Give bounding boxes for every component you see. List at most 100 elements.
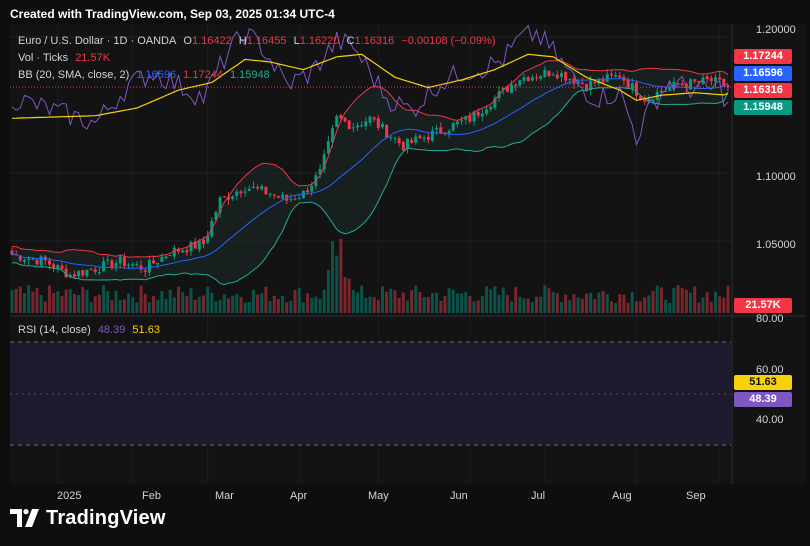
volume-bar — [580, 298, 584, 313]
volume-bar — [310, 297, 314, 313]
volume-bar — [43, 301, 47, 313]
candle-body — [605, 74, 609, 82]
candle-body — [468, 116, 472, 122]
volume-bar — [468, 296, 472, 313]
volume-bar — [60, 295, 64, 313]
volume-bar — [426, 296, 430, 313]
volume-bar — [526, 298, 530, 313]
candle-body — [672, 81, 676, 88]
candle-body — [614, 74, 618, 77]
volume-bar — [364, 298, 368, 313]
candle-body — [659, 90, 663, 93]
rsi-tag: 48.39 — [734, 392, 792, 407]
candle-body — [680, 83, 684, 86]
volume-bar — [143, 293, 147, 313]
volume-bar — [530, 302, 534, 313]
volume-bar — [451, 289, 455, 313]
price-tick-1-20000: 1.20000 — [756, 24, 796, 36]
candle-body — [77, 270, 81, 277]
candle-body — [539, 76, 543, 79]
top-bar: Created with TradingView.com, Sep 03, 20… — [0, 0, 810, 24]
symbol-legend[interactable]: Euro / U.S. Dollar · 1D · OANDA O1.16422… — [18, 35, 499, 47]
candle-body — [460, 120, 464, 122]
candle-body — [589, 80, 593, 90]
volume-bar — [114, 290, 118, 313]
candle-body — [422, 137, 426, 139]
volume-bar — [72, 293, 76, 313]
volume-bar — [343, 277, 347, 313]
volume-bar — [181, 292, 185, 313]
rsi-legend[interactable]: RSI (14, close) 48.39 51.63 — [18, 324, 164, 336]
volume-bar — [584, 293, 588, 313]
candle-body — [364, 121, 368, 127]
candle-body — [72, 274, 76, 277]
candle-body — [718, 77, 722, 80]
candle-body — [609, 74, 613, 76]
volume-bar — [559, 302, 563, 313]
candle-body — [443, 132, 447, 134]
volume-bar — [285, 302, 289, 313]
volume-bar — [339, 238, 343, 313]
volume-bar — [684, 289, 688, 313]
volume-bar — [522, 298, 526, 313]
volume-bar — [97, 294, 101, 313]
volume-bar — [380, 286, 384, 313]
volume-bar — [251, 289, 255, 313]
candle-body — [268, 194, 272, 196]
rsi-lines-layer — [11, 24, 729, 147]
volume-bar — [93, 296, 97, 313]
candle-body — [114, 263, 118, 267]
candle-body — [410, 139, 414, 143]
candle-body — [435, 127, 439, 130]
candle-body — [526, 77, 530, 82]
volume-bar — [410, 290, 414, 313]
candle-body — [709, 78, 713, 81]
volume-bar — [518, 296, 522, 313]
candle-body — [185, 250, 189, 253]
volume-bar — [543, 285, 547, 313]
volume-bar — [131, 297, 135, 313]
candle-body — [189, 242, 193, 252]
candle-body — [85, 269, 89, 276]
volume-bar — [497, 294, 501, 313]
bollinger-upper-line — [11, 60, 729, 258]
high-value: 1.16455 — [246, 35, 287, 47]
candle-body — [568, 78, 572, 81]
volume-bar — [726, 285, 730, 313]
volume-legend[interactable]: Vol · Ticks 21.57K — [18, 52, 114, 64]
volume-bar — [464, 292, 468, 313]
candle-body — [722, 78, 726, 87]
candle-body — [127, 264, 131, 266]
tradingview-footer[interactable]: TradingView — [10, 505, 166, 531]
volume-bar — [639, 301, 643, 313]
volume-bar — [601, 291, 605, 313]
bollinger-legend[interactable]: BB (20, SMA, close, 2) 1.16596 1.17244 1… — [18, 69, 274, 81]
candle-body — [601, 78, 605, 83]
chart-frame[interactable]: Euro / U.S. Dollar · 1D · OANDA O1.16422… — [10, 24, 806, 502]
candle-body — [181, 250, 185, 253]
volume-bar — [676, 285, 680, 313]
volume-bar — [510, 301, 514, 313]
volume-bar — [664, 299, 668, 313]
candle-body — [547, 71, 551, 76]
candle-body — [522, 77, 526, 81]
symbol-title: Euro / U.S. Dollar · 1D · OANDA — [18, 35, 177, 47]
chart-canvas[interactable] — [10, 24, 806, 484]
volume-bar — [185, 295, 189, 313]
bollinger-label: BB (20, SMA, close, 2) — [18, 69, 130, 81]
rsi-label: RSI (14, close) — [18, 324, 91, 336]
candle-body — [156, 262, 160, 265]
candle-body — [177, 248, 181, 252]
candle-body — [684, 83, 688, 89]
volume-bar — [689, 292, 693, 313]
candle-body — [97, 271, 101, 274]
volume-bar — [651, 290, 655, 313]
volume-bar — [77, 295, 81, 313]
candle-body — [331, 128, 335, 143]
volume-bar — [231, 295, 235, 313]
volume-bar — [10, 290, 14, 313]
volume-bar — [301, 302, 305, 313]
candle-body — [485, 109, 489, 114]
volume-bar — [326, 269, 330, 313]
volume-bar — [239, 297, 243, 313]
